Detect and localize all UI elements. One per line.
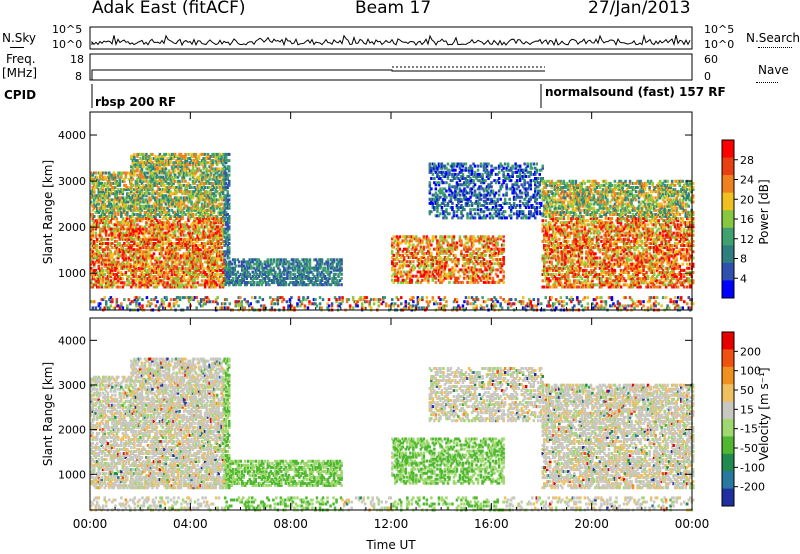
power-colorbar: 28 24 20 16 12 8 4 Power [dB] (721, 139, 771, 299)
velocity-ylabel: Slant Range [km] (41, 362, 55, 466)
range-tick-label: 2000 (58, 424, 86, 437)
range-tick-label: 3000 (58, 379, 86, 392)
range-tick-label: 1000 (58, 267, 86, 280)
time-tick-label: 00:00 (675, 517, 710, 531)
nave-tick-bottom: 0 (704, 70, 711, 83)
freq-unit: [MHz] (2, 66, 38, 80)
nsky-underline (10, 47, 24, 48)
time-tick-label: 16:00 (474, 517, 509, 531)
nsky-trace (91, 34, 691, 47)
freq-tick-bottom: 8 (75, 70, 82, 83)
site-title: Adak East (fitACF) (92, 0, 246, 18)
nave-label: Nave (758, 63, 789, 77)
time-axis-label: Time UT (365, 538, 416, 552)
time-tick-label: 00:00 (73, 517, 108, 531)
range-tick-label: 4000 (58, 334, 86, 347)
range-tick-label: 4000 (58, 129, 86, 142)
colorbar-tick-label: 100 (740, 365, 761, 378)
cpid-strip: rbsp 200 RF normalsound (fast) 157 RF (91, 84, 726, 109)
power-ylabel: Slant Range [km] (41, 160, 55, 264)
nsearch-tick-bottom: 10^0 (704, 38, 734, 51)
nsearch-label: N.Search (746, 31, 800, 45)
nave-tick-top: 60 (704, 53, 718, 66)
range-tick-label: 3000 (58, 175, 86, 188)
time-tick-label: 20:00 (574, 517, 609, 531)
colorbar-tick-label: -100 (740, 461, 765, 474)
nsky-label: N.Sky (2, 31, 37, 45)
colorbar-tick-label: -200 (740, 481, 765, 494)
colorbar-tick-label: -50 (740, 442, 758, 455)
nsearch-tick-top: 10^5 (704, 23, 734, 36)
colorbar-tick-label: -15 (740, 423, 758, 436)
power-scatter (90, 152, 695, 312)
beam-title: Beam 17 (355, 0, 432, 18)
freq-tick-top: 18 (70, 53, 84, 66)
power-panel: 4000 3000 2000 1000 Slant Range [km] (41, 111, 695, 312)
nsky-tick-top: 10^5 (52, 23, 82, 36)
time-tick-label: 04:00 (173, 517, 208, 531)
date-title: 27/Jan/2013 (588, 0, 691, 18)
nsky-tick-bottom: 10^0 (52, 38, 82, 51)
colorbar-tick-label: 200 (740, 345, 761, 358)
colorbar-tick-label: 15 (740, 403, 754, 416)
colorbar-tick-label: 8 (740, 253, 747, 266)
freq-label: Freq. (6, 52, 36, 66)
nave-dotted (756, 82, 778, 83)
velocity-colorbar-label: Velocity [m s⁻¹] (757, 367, 771, 460)
freq-strip: 18 8 60 0 (70, 53, 718, 83)
range-tick-label: 1000 (58, 468, 86, 481)
colorbar-tick-label: 4 (740, 272, 747, 285)
power-colorbar-label: Power [dB] (757, 179, 771, 244)
cpid-label: CPID (4, 88, 37, 102)
velocity-scatter (90, 357, 695, 512)
colorbar-tick-label: 24 (740, 174, 754, 187)
range-tick-label: 2000 (58, 221, 86, 234)
velocity-panel: 4000 3000 2000 1000 Slant Range [km] (41, 317, 695, 512)
time-tick-label: 12:00 (374, 517, 409, 531)
colorbar-tick-label: 50 (740, 384, 754, 397)
colorbar-tick-label: 28 (740, 154, 754, 167)
cpid-mode-2: normalsound (fast) 157 RF (545, 85, 726, 99)
colorbar-tick-label: 16 (740, 213, 754, 226)
cpid-mode-1: rbsp 200 RF (95, 95, 176, 109)
colorbar-tick-label: 20 (740, 193, 754, 206)
nsearch-dotted (758, 47, 792, 48)
time-tick-label: 08:00 (273, 517, 308, 531)
time-axis: 00:00 04:00 08:00 12:00 16:00 20:00 00:00 (73, 112, 710, 531)
velocity-colorbar: 200 100 50 15 -15 -50 -100 -200 Velocity [m s⁻¹… (721, 331, 771, 507)
nsky-strip: 10^5 10^0 10^5 10^0 (52, 23, 734, 51)
colorbar-tick-label: 12 (740, 233, 754, 246)
